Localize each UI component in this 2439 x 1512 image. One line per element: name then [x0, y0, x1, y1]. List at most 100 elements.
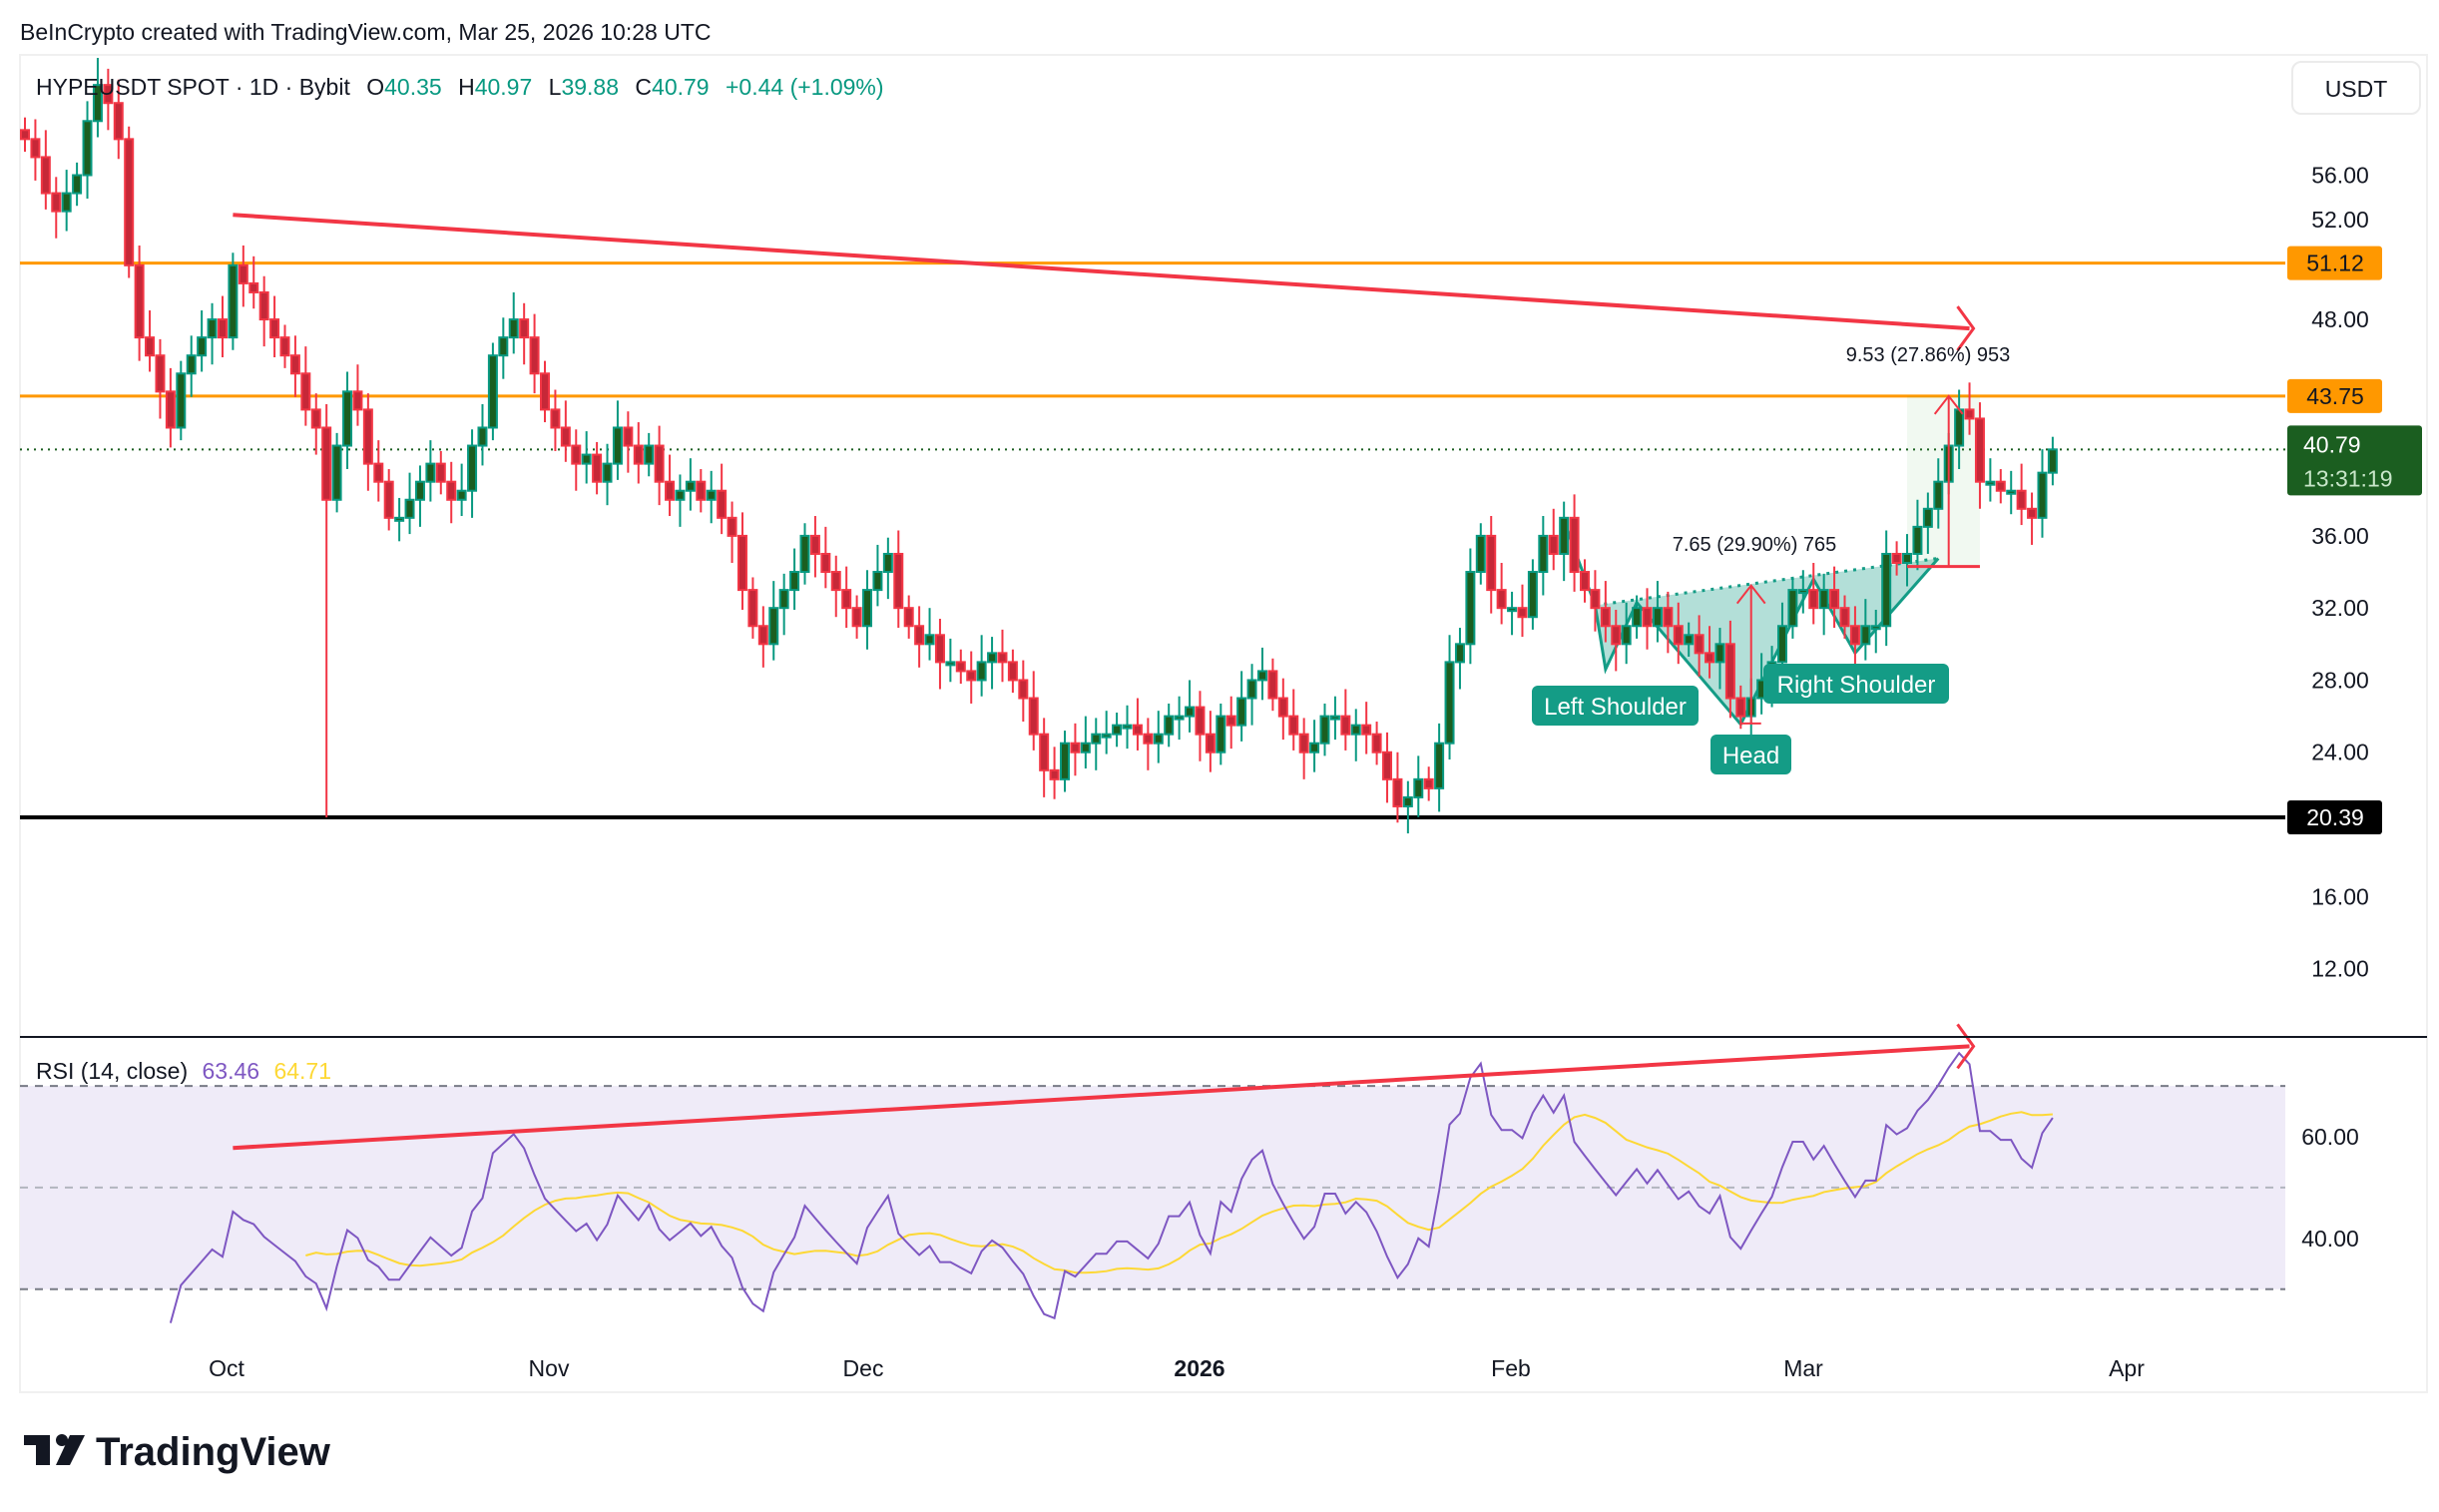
- candle[interactable]: [1195, 691, 1206, 761]
- candle[interactable]: [1007, 649, 1018, 694]
- candle[interactable]: [1724, 620, 1735, 719]
- candle[interactable]: [383, 469, 394, 531]
- candle[interactable]: [851, 595, 862, 639]
- candle[interactable]: [1216, 703, 1226, 765]
- candle[interactable]: [477, 403, 488, 466]
- candle[interactable]: [1382, 732, 1393, 803]
- pattern-label-head[interactable]: Head: [1710, 735, 1791, 774]
- candle[interactable]: [1174, 696, 1185, 741]
- candle[interactable]: [1309, 720, 1320, 772]
- candle[interactable]: [82, 101, 93, 199]
- candle[interactable]: [966, 651, 977, 704]
- candle[interactable]: [176, 360, 187, 441]
- candle[interactable]: [1496, 563, 1507, 625]
- candle[interactable]: [1517, 584, 1528, 638]
- candle[interactable]: [1402, 780, 1413, 834]
- candle[interactable]: [1735, 685, 1746, 730]
- candle[interactable]: [103, 68, 114, 131]
- candle[interactable]: [1080, 716, 1091, 769]
- candle[interactable]: [1298, 718, 1309, 779]
- candle[interactable]: [1153, 711, 1164, 763]
- candle[interactable]: [1454, 628, 1465, 690]
- candle[interactable]: [456, 463, 467, 517]
- candle[interactable]: [1486, 516, 1497, 614]
- candle[interactable]: [1164, 703, 1175, 748]
- candle[interactable]: [820, 526, 831, 589]
- candle[interactable]: [1319, 703, 1330, 756]
- pattern-outline[interactable]: [1562, 520, 1940, 728]
- candle[interactable]: [945, 638, 956, 683]
- candle[interactable]: [1527, 559, 1538, 630]
- candle[interactable]: [1267, 658, 1278, 712]
- candle[interactable]: [727, 501, 737, 564]
- candle[interactable]: [1797, 570, 1808, 614]
- candle[interactable]: [1870, 609, 1881, 654]
- candle[interactable]: [165, 367, 176, 448]
- candle[interactable]: [1694, 615, 1705, 677]
- candle[interactable]: [736, 512, 747, 610]
- candle[interactable]: [1881, 530, 1892, 647]
- candle[interactable]: [1122, 705, 1133, 750]
- candle[interactable]: [1548, 508, 1559, 571]
- candle[interactable]: [40, 130, 51, 210]
- candle[interactable]: [20, 117, 30, 153]
- candle[interactable]: [997, 629, 1008, 683]
- candle[interactable]: [1070, 723, 1081, 776]
- price-trendline[interactable]: [233, 213, 1970, 331]
- candle[interactable]: [1112, 712, 1123, 748]
- candle[interactable]: [1891, 541, 1902, 576]
- candle[interactable]: [1912, 499, 1923, 571]
- candle[interactable]: [217, 295, 228, 358]
- candle[interactable]: [1569, 494, 1580, 592]
- candle[interactable]: [882, 537, 893, 600]
- candle[interactable]: [228, 252, 239, 350]
- candle[interactable]: [61, 170, 72, 232]
- candle[interactable]: [1632, 595, 1643, 639]
- candle[interactable]: [696, 469, 707, 513]
- candle[interactable]: [373, 440, 384, 502]
- candle[interactable]: [300, 346, 311, 426]
- candle[interactable]: [362, 393, 373, 491]
- candle[interactable]: [1507, 591, 1518, 636]
- candle[interactable]: [404, 472, 415, 535]
- candle[interactable]: [612, 400, 623, 480]
- candle[interactable]: [665, 454, 676, 517]
- candle[interactable]: [924, 608, 935, 661]
- candle[interactable]: [30, 119, 41, 181]
- candle[interactable]: [1350, 709, 1361, 761]
- candle[interactable]: [1246, 664, 1257, 726]
- candle[interactable]: [2027, 492, 2038, 545]
- candle[interactable]: [1018, 660, 1029, 723]
- candle[interactable]: [1465, 548, 1476, 665]
- candle[interactable]: [1849, 606, 1860, 668]
- candle[interactable]: [92, 58, 103, 138]
- candle[interactable]: [1205, 711, 1216, 772]
- time-axis[interactable]: Oct Nov Dec 2026 Feb Mar Apr: [209, 1355, 2145, 1381]
- candle[interactable]: [934, 619, 945, 690]
- candle[interactable]: [799, 523, 810, 585]
- candle[interactable]: [1985, 458, 1996, 502]
- candle[interactable]: [2047, 436, 2058, 486]
- candle[interactable]: [1964, 382, 1975, 435]
- candle[interactable]: [186, 335, 197, 397]
- candle[interactable]: [1829, 566, 1840, 629]
- pattern-label-right-shoulder[interactable]: Right Shoulder: [1763, 664, 1949, 704]
- candle[interactable]: [706, 470, 717, 524]
- candle[interactable]: [352, 364, 363, 426]
- candle[interactable]: [1705, 626, 1715, 679]
- candle[interactable]: [1642, 588, 1653, 650]
- candle[interactable]: [623, 411, 634, 473]
- candle[interactable]: [592, 441, 603, 495]
- candle[interactable]: [321, 403, 332, 817]
- candle[interactable]: [1611, 609, 1622, 672]
- candle[interactable]: [508, 291, 519, 354]
- candle[interactable]: [757, 606, 768, 668]
- candle[interactable]: [1225, 696, 1236, 750]
- candle[interactable]: [1538, 516, 1549, 596]
- candle[interactable]: [717, 463, 728, 535]
- candle[interactable]: [1621, 602, 1632, 665]
- candle[interactable]: [1288, 689, 1299, 751]
- candle[interactable]: [976, 635, 987, 697]
- candle[interactable]: [529, 313, 540, 394]
- candle[interactable]: [1860, 599, 1871, 661]
